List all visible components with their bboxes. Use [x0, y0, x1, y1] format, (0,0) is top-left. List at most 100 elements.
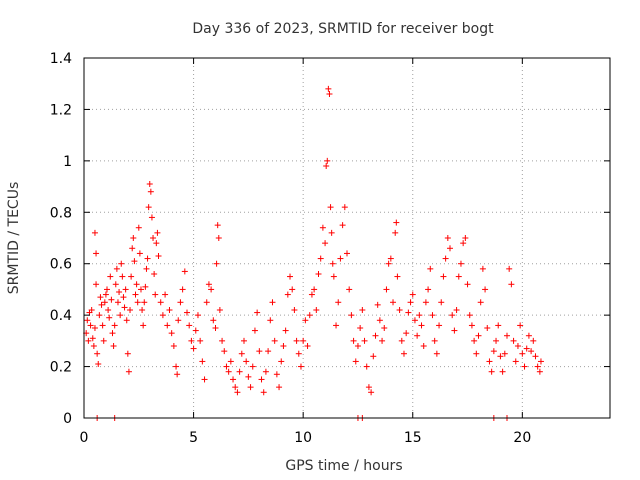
data-point [530, 337, 537, 344]
data-point [407, 299, 414, 306]
data-point [112, 281, 119, 288]
plot-frame [83, 57, 611, 419]
data-point [249, 363, 256, 370]
data-point [350, 337, 357, 344]
data-point [319, 224, 326, 231]
data-point [141, 299, 148, 306]
data-point [344, 250, 350, 257]
data-point [510, 337, 517, 344]
data-point [390, 299, 397, 306]
data-point [317, 255, 324, 262]
data-point [359, 307, 366, 313]
y-tick-label: 1.2 [50, 102, 72, 118]
data-point [129, 245, 136, 252]
data-point [506, 265, 513, 272]
data-point [514, 343, 521, 349]
data-point [282, 327, 289, 334]
data-point [190, 345, 197, 352]
data-point [240, 337, 247, 344]
data-point [466, 312, 473, 319]
data-point [152, 291, 159, 298]
data-point [313, 307, 320, 313]
data-point [157, 299, 164, 306]
data-point [460, 240, 467, 247]
data-point [145, 204, 152, 211]
data-point [327, 204, 334, 211]
data-point [297, 363, 304, 370]
data-point [431, 337, 438, 344]
data-point [295, 350, 302, 357]
y-tick-label: 0.8 [50, 205, 72, 221]
data-point [503, 332, 510, 339]
data-point [93, 250, 100, 257]
data-point [125, 368, 132, 375]
data-point [333, 322, 340, 329]
data-point [251, 327, 258, 334]
data-point [94, 350, 101, 357]
data-point [267, 317, 274, 324]
x-tick-label: 15 [404, 430, 422, 446]
data-point [493, 337, 500, 344]
x-axis-label: GPS time / hours [285, 458, 402, 474]
data-point [287, 273, 294, 280]
x-axis-ticks: 0 5 10 15 20 [80, 58, 531, 446]
data-point [325, 85, 332, 92]
data-point [135, 224, 142, 231]
data-point [150, 235, 157, 241]
data-point [495, 322, 502, 329]
data-point [365, 384, 372, 391]
data-point [363, 363, 370, 370]
data-point [442, 255, 449, 262]
data-point [148, 214, 155, 221]
data-point [245, 373, 252, 380]
y-tick-label: 0.6 [50, 257, 72, 273]
data-point [130, 235, 137, 241]
data-point [354, 343, 361, 349]
data-point [91, 229, 98, 236]
data-point [468, 322, 475, 329]
data-point [357, 325, 364, 331]
data-point [122, 286, 129, 293]
data-point [289, 286, 296, 293]
data-point [114, 299, 121, 306]
data-point [438, 299, 445, 306]
data-point [348, 312, 355, 319]
data-point [326, 91, 333, 97]
data-point [449, 312, 456, 319]
data-point [227, 358, 234, 365]
data-point [322, 240, 329, 247]
data-point [109, 330, 116, 337]
data-point [416, 312, 423, 319]
data-point [139, 307, 146, 313]
data-point [159, 312, 166, 319]
data-point [104, 286, 111, 293]
data-point [300, 337, 307, 344]
data-point [173, 363, 180, 370]
data-point [488, 368, 495, 375]
data-point [453, 307, 460, 313]
data-point [260, 389, 267, 396]
data-point [89, 335, 96, 342]
data-point [166, 307, 173, 313]
data-point [427, 265, 434, 272]
data-point [519, 350, 526, 357]
data-point [302, 317, 309, 324]
data-point [99, 322, 106, 329]
data-point [84, 317, 91, 324]
data-point [501, 350, 508, 357]
data-point [181, 268, 188, 275]
data-point [120, 294, 127, 301]
data-point [308, 291, 315, 298]
data-point [304, 343, 311, 349]
data-point [107, 273, 114, 280]
data-point [102, 291, 109, 298]
data-point [479, 265, 486, 272]
data-point [341, 204, 348, 211]
data-point [374, 301, 381, 308]
data-point [276, 384, 283, 391]
data-point [186, 322, 193, 329]
data-point [352, 358, 359, 365]
data-point [420, 343, 427, 349]
data-point [128, 273, 135, 280]
